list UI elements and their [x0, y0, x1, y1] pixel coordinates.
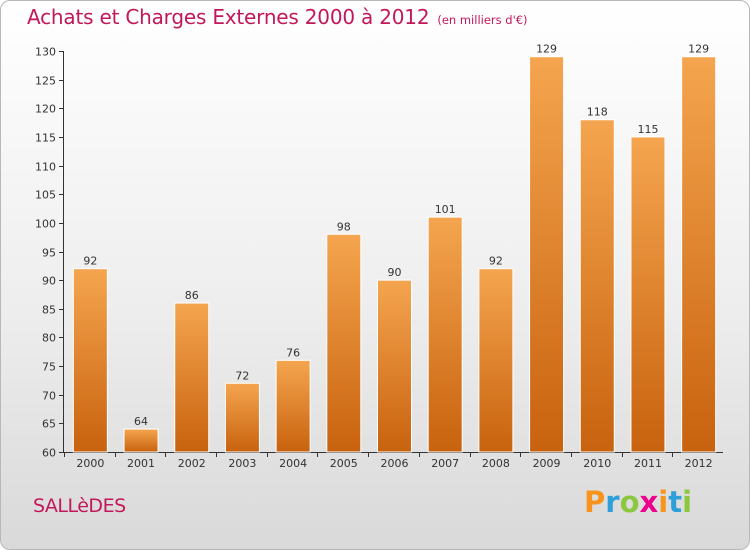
- y-tick-label: 125: [35, 75, 56, 88]
- logo-letter: P: [584, 485, 606, 519]
- bar: [478, 268, 514, 453]
- x-tick-label: 2009: [533, 457, 561, 470]
- y-tick-label: 70: [42, 390, 56, 403]
- y-tick-label: 80: [42, 332, 56, 345]
- y-tick-label: 65: [42, 418, 56, 431]
- bar: [72, 268, 108, 453]
- x-tick-label: 2000: [76, 457, 104, 470]
- x-axis: 2000 2001 2002 2003 2004 2005 2006 2007 2008 2009…: [63, 452, 723, 470]
- bar: [427, 216, 463, 453]
- y-tick-label: 120: [35, 103, 56, 116]
- logo-letter: i: [658, 485, 669, 519]
- data-label: 64: [134, 415, 148, 428]
- x-tick-label: 2006: [381, 457, 409, 470]
- y-tick-label: 95: [42, 247, 56, 260]
- bar: [377, 279, 412, 453]
- chart-title-text: Achats et Charges Externes 2000 à 2012: [27, 5, 430, 29]
- commune-name: SALLèDES: [33, 495, 126, 517]
- bar: [579, 119, 615, 453]
- logo-letter: x: [639, 485, 659, 519]
- bars: [72, 56, 717, 453]
- data-label: 72: [235, 369, 249, 382]
- data-label: 92: [83, 255, 97, 268]
- x-tick-label: 2002: [178, 457, 206, 470]
- data-label: 90: [388, 266, 402, 279]
- logo-letter: o: [619, 485, 640, 519]
- x-tick-label: 2001: [127, 457, 155, 470]
- data-label: 76: [286, 346, 300, 359]
- data-label: 92: [489, 255, 503, 268]
- data-label: 98: [337, 220, 351, 233]
- logo-letter: i: [682, 485, 693, 519]
- x-tick-label: 2003: [228, 457, 256, 470]
- bar: [275, 359, 311, 453]
- y-tick-label: 110: [35, 161, 56, 174]
- bar: [681, 56, 717, 453]
- y-tick-label: 130: [35, 46, 56, 59]
- bar: [123, 428, 159, 453]
- x-tick-label: 2008: [482, 457, 510, 470]
- bar: [224, 382, 260, 453]
- logo-letter: t: [668, 485, 683, 519]
- x-tick-label: 2004: [279, 457, 307, 470]
- bar: [326, 233, 362, 453]
- y-tick-label: 105: [35, 189, 56, 202]
- data-label: 129: [536, 43, 557, 56]
- y-tick-label: 60: [42, 447, 56, 460]
- chart-title: Achats et Charges Externes 2000 à 2012 (e…: [27, 5, 528, 29]
- bar: [529, 56, 565, 453]
- bar: [630, 136, 666, 453]
- y-tick-label: 115: [35, 132, 56, 145]
- x-tick-label: 2011: [634, 457, 662, 470]
- data-label: 86: [185, 289, 199, 302]
- data-label: 101: [435, 203, 456, 216]
- data-label: 129: [688, 43, 709, 56]
- x-tick-label: 2012: [685, 457, 713, 470]
- bar: [174, 302, 210, 453]
- y-tick-label: 75: [42, 361, 56, 374]
- logo-letter: r: [605, 485, 620, 519]
- y-axis: 60 65 70 75 80 85 90 95 100 105 110 115 120 125 130: [35, 46, 64, 460]
- data-label: 115: [637, 123, 658, 136]
- proxiti-logo: Proxiti: [584, 485, 692, 519]
- data-label: 118: [587, 106, 608, 119]
- x-tick-label: 2005: [330, 457, 358, 470]
- chart-subtitle: (en milliers d'€): [437, 13, 528, 27]
- x-tick-label: 2007: [431, 457, 459, 470]
- y-tick-label: 85: [42, 304, 56, 317]
- x-tick-label: 2010: [583, 457, 611, 470]
- data-labels: 92 64 86 72 76 98 90 101 92 129 118 115 129: [83, 43, 709, 428]
- y-tick-label: 90: [42, 275, 56, 288]
- y-tick-label: 100: [35, 218, 56, 231]
